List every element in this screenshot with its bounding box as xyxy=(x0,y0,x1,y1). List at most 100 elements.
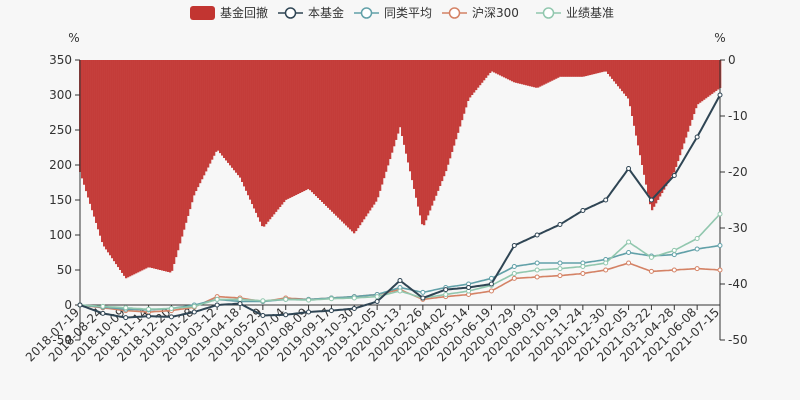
drawdown-bar xyxy=(315,60,318,197)
drawdown-bar xyxy=(231,60,234,168)
drawdown-bar xyxy=(307,60,310,190)
drawdown-bar xyxy=(403,60,406,145)
drawdown-bar xyxy=(683,60,686,144)
drawdown-bar xyxy=(193,60,196,196)
drawdown-bar xyxy=(283,60,286,203)
drawdown-bar xyxy=(521,60,524,85)
drawdown-bar xyxy=(647,60,650,195)
drawdown-bar xyxy=(229,60,232,166)
drawdown-bar xyxy=(109,60,112,256)
drawdown-bar xyxy=(485,60,488,78)
drawdown-bar xyxy=(195,60,198,192)
drawdown-bar xyxy=(469,60,472,98)
drawdown-bar xyxy=(281,60,284,205)
series-point xyxy=(648,268,654,274)
drawdown-bar xyxy=(367,60,370,214)
drawdown-bar xyxy=(427,60,430,216)
legend-marker xyxy=(542,7,555,19)
drawdown-bar xyxy=(333,60,336,214)
drawdown-bar xyxy=(389,60,392,160)
drawdown-bar xyxy=(141,60,144,271)
drawdown-bar xyxy=(559,60,562,77)
series-point xyxy=(420,289,426,295)
drawdown-bar xyxy=(431,60,434,206)
drawdown-bar xyxy=(695,60,698,109)
drawdown-bar xyxy=(549,60,552,82)
drawdown-bar xyxy=(619,60,622,89)
drawdown-bar xyxy=(235,60,238,173)
drawdown-bar xyxy=(191,60,194,203)
drawdown-bar xyxy=(89,60,92,204)
drawdown-bar xyxy=(527,60,530,86)
series-point xyxy=(511,275,517,281)
y-left-tick-label: 350 xyxy=(49,53,72,67)
drawdown-bar xyxy=(275,60,278,212)
drawdown-bar xyxy=(261,60,264,227)
drawdown-bar xyxy=(577,60,580,77)
drawdown-bar xyxy=(157,60,160,270)
series-point xyxy=(237,296,243,302)
series-point xyxy=(260,298,266,304)
drawdown-bar xyxy=(665,60,668,187)
y-right-tick-label: -10 xyxy=(728,109,748,123)
drawdown-bar xyxy=(617,60,620,87)
series-point xyxy=(123,305,129,311)
series-point xyxy=(580,271,586,276)
drawdown-bar xyxy=(639,60,642,156)
series-point xyxy=(694,236,700,241)
drawdown-bar xyxy=(483,60,486,81)
series-point xyxy=(260,313,266,318)
drawdown-bar xyxy=(589,60,592,76)
drawdown-bar xyxy=(215,60,218,152)
series-point xyxy=(626,250,632,255)
drawdown-bar xyxy=(397,60,400,134)
drawdown-bar xyxy=(293,60,296,196)
drawdown-bar xyxy=(655,60,658,204)
drawdown-bar xyxy=(371,60,374,208)
legend-bar-swatch xyxy=(190,6,215,20)
drawdown-bar xyxy=(163,60,166,271)
series-point xyxy=(123,315,129,321)
series-point xyxy=(77,302,83,308)
drawdown-bar xyxy=(425,60,428,221)
drawdown-bar xyxy=(515,60,518,83)
drawdown-bar xyxy=(685,60,688,138)
drawdown-bar xyxy=(385,60,388,172)
drawdown-bar xyxy=(525,60,528,86)
drawdown-bar xyxy=(83,60,86,185)
drawdown-bar xyxy=(295,60,298,195)
drawdown-bar xyxy=(173,60,176,264)
series-point xyxy=(488,281,494,287)
drawdown-bar xyxy=(351,60,354,232)
y-left-tick-label: 300 xyxy=(49,88,72,102)
drawdown-bar xyxy=(491,60,494,72)
drawdown-bar xyxy=(455,60,458,140)
drawdown-bar xyxy=(205,60,208,172)
drawdown-bar xyxy=(347,60,350,228)
series-point xyxy=(557,273,563,279)
series-point xyxy=(534,274,540,280)
drawdown-bar xyxy=(409,60,412,172)
drawdown-bar xyxy=(269,60,272,220)
y-right-tick-label: -50 xyxy=(728,333,748,347)
series-point xyxy=(557,266,563,272)
drawdown-bar xyxy=(143,60,146,270)
drawdown-bar xyxy=(221,60,224,156)
series-point xyxy=(511,271,517,276)
drawdown-bar xyxy=(227,60,230,163)
drawdown-bar xyxy=(705,60,708,99)
drawdown-bar xyxy=(241,60,244,183)
drawdown-bar xyxy=(121,60,124,273)
drawdown-bar xyxy=(107,60,110,253)
drawdown-bar xyxy=(565,60,568,77)
series-point xyxy=(100,303,106,309)
series-point xyxy=(146,313,152,319)
drawdown-bar xyxy=(587,60,590,76)
drawdown-bar xyxy=(601,60,604,73)
series-point xyxy=(237,301,243,307)
drawdown-bar xyxy=(299,60,302,193)
drawdown-bar xyxy=(319,60,322,200)
drawdown-bar xyxy=(219,60,222,154)
series-point xyxy=(557,222,563,227)
